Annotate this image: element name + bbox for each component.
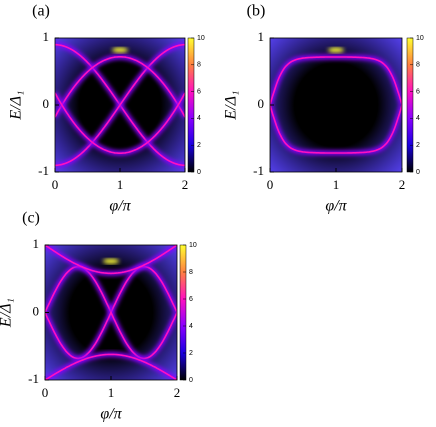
panel-label: (b) — [247, 3, 266, 20]
x-tick-label: 0 — [267, 177, 274, 192]
band — [270, 104, 402, 154]
y-tick-label: -1 — [38, 163, 49, 178]
band — [270, 56, 402, 106]
y-tick-label: -1 — [253, 163, 264, 178]
y-tick-label: 1 — [43, 29, 50, 44]
x-tick-label: 2 — [399, 177, 406, 192]
colorbar — [406, 37, 414, 173]
colorbar-tick-label: 4 — [197, 115, 201, 122]
colorbar-tick-label: 0 — [416, 169, 420, 176]
heatmap-bands — [270, 47, 402, 156]
band — [45, 245, 177, 275]
colorbar-tick-label: 2 — [416, 142, 420, 149]
hot-spot — [112, 47, 128, 53]
hot-spot — [103, 258, 119, 264]
colorbar-tick-label: 2 — [189, 350, 193, 357]
y-tick-label: 0 — [43, 96, 50, 111]
y-axis-label: E/Δ₁ — [8, 90, 25, 120]
x-axis-label: φ/π — [109, 198, 131, 215]
y-axis-label: E/Δ₁ — [223, 90, 240, 120]
colorbar-tick-label: 8 — [416, 62, 420, 69]
y-axis-label: E/Δ₁ — [0, 298, 15, 328]
band — [55, 92, 185, 154]
colorbar-tick-label: 6 — [416, 88, 420, 95]
colorbar-tick-label: 10 — [197, 35, 205, 42]
panel-label: (c) — [22, 210, 40, 227]
x-tick-label: 0 — [52, 177, 59, 192]
band — [55, 56, 185, 118]
band — [45, 310, 177, 360]
x-tick-label: 1 — [117, 177, 124, 192]
x-tick-label: 1 — [108, 385, 115, 400]
y-tick-label: -1 — [28, 371, 39, 386]
hot-spot — [328, 47, 344, 53]
colorbar-tick-label: 10 — [189, 242, 197, 249]
colorbar-tick-label: 0 — [189, 377, 193, 384]
y-tick-label: 0 — [258, 96, 265, 111]
colorbar-tick-label: 4 — [189, 323, 193, 330]
panel-label: (a) — [32, 3, 50, 20]
colorbar-tick-label: 2 — [197, 142, 201, 149]
colorbar-tick-label: 4 — [416, 115, 420, 122]
colorbar-tick-label: 6 — [189, 296, 193, 303]
x-tick-label: 2 — [182, 177, 189, 192]
x-axis-label: φ/π — [325, 198, 347, 215]
colorbar — [187, 37, 195, 173]
x-axis-label: φ/π — [100, 406, 122, 423]
y-tick-label: 1 — [258, 29, 265, 44]
x-tick-label: 1 — [333, 177, 340, 192]
band — [55, 43, 185, 167]
y-tick-label: 1 — [33, 236, 40, 251]
heatmap-bands — [55, 42, 185, 168]
x-tick-label: 2 — [174, 385, 181, 400]
x-tick-label: 0 — [42, 385, 49, 400]
band — [45, 353, 177, 380]
colorbar-tick-label: 0 — [197, 169, 201, 176]
colorbar — [179, 244, 187, 381]
colorbar-tick-label: 10 — [416, 35, 424, 42]
colorbar-tick-label: 6 — [197, 88, 201, 95]
colorbar-tick-label: 8 — [197, 62, 201, 69]
y-tick-label: 0 — [33, 303, 40, 318]
colorbar-tick-label: 8 — [189, 269, 193, 276]
heatmap-bands — [45, 245, 177, 380]
